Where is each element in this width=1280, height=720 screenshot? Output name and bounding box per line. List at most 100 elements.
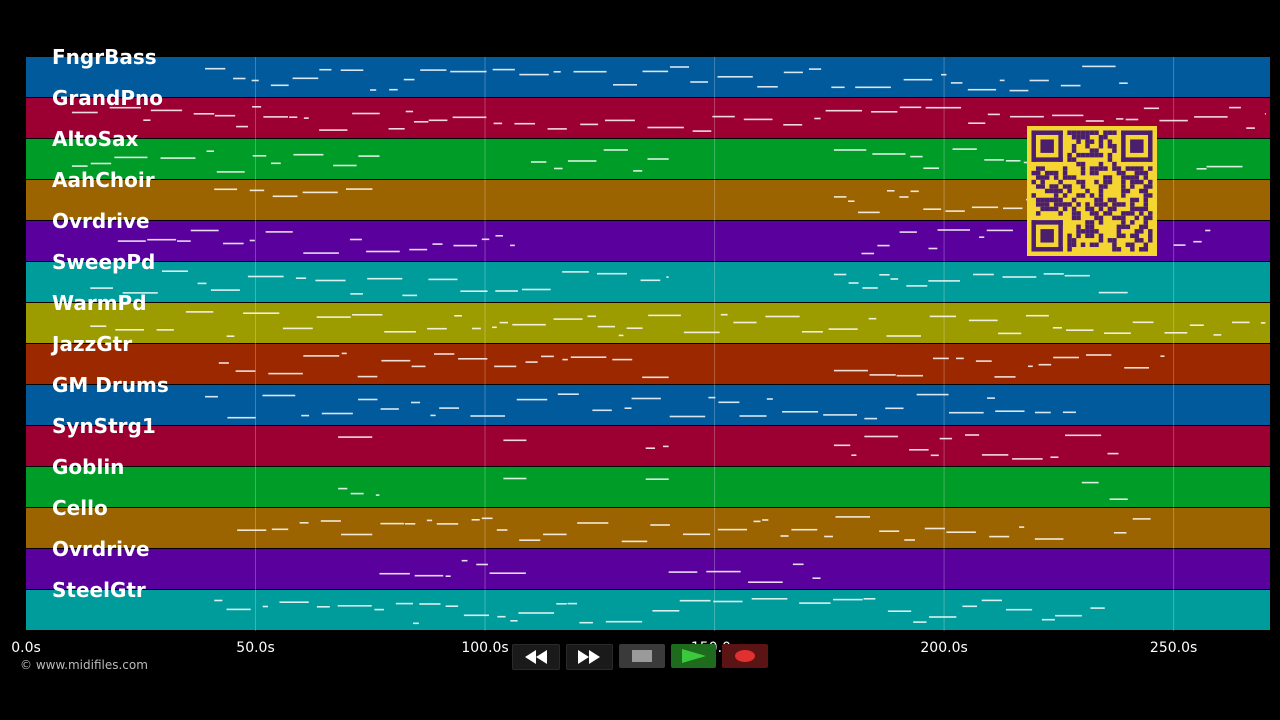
note-mark <box>233 77 246 80</box>
note-mark <box>413 121 429 123</box>
note-mark <box>319 68 332 71</box>
stop-button[interactable] <box>619 644 665 668</box>
note-mark <box>739 415 767 417</box>
note-mark <box>303 117 309 119</box>
note-mark <box>205 395 218 398</box>
note-mark <box>1107 452 1119 455</box>
note-mark <box>570 356 607 358</box>
note-mark <box>223 242 244 245</box>
note-mark <box>648 314 681 317</box>
note-mark <box>205 67 226 70</box>
note-mark <box>858 211 880 214</box>
note-mark <box>1012 458 1043 460</box>
note-mark <box>567 160 597 162</box>
note-mark <box>216 171 245 173</box>
track-label: SynStrg1 <box>52 414 156 438</box>
track-lane <box>26 549 1270 589</box>
note-mark <box>445 605 459 607</box>
note-mark <box>1055 614 1082 617</box>
note-mark <box>516 398 548 401</box>
note-mark <box>605 620 643 623</box>
note-mark <box>612 358 633 361</box>
note-mark <box>929 315 957 318</box>
note-mark <box>1038 363 1052 366</box>
note-mark <box>379 572 410 575</box>
note-mark <box>783 71 803 74</box>
note-mark <box>410 401 421 404</box>
note-mark <box>1053 356 1079 359</box>
note-mark <box>1043 273 1064 275</box>
track-lane <box>26 262 1270 302</box>
note-mark <box>896 374 924 377</box>
note-mark <box>71 165 88 167</box>
note-mark <box>114 156 148 159</box>
note-mark <box>652 610 680 612</box>
play-button[interactable] <box>670 644 717 668</box>
note-mark <box>1132 518 1151 520</box>
note-mark <box>808 68 822 70</box>
note-mark <box>577 522 609 524</box>
note-mark <box>1041 618 1055 621</box>
note-mark <box>320 520 341 522</box>
note-mark <box>299 522 309 524</box>
note-mark <box>782 411 819 413</box>
note-mark <box>1116 118 1124 120</box>
note-mark <box>812 577 821 579</box>
note-mark <box>981 599 1002 602</box>
note-mark <box>886 335 921 337</box>
note-mark <box>906 285 928 287</box>
note-mark <box>338 487 348 490</box>
note-mark <box>833 273 847 276</box>
note-mark <box>395 602 413 605</box>
note-mark <box>160 157 196 159</box>
note-mark <box>1132 321 1154 324</box>
note-mark <box>717 528 748 531</box>
note-mark <box>352 314 383 316</box>
note-mark <box>370 89 377 91</box>
note-mark <box>247 275 284 278</box>
note-mark <box>1213 334 1222 336</box>
note-mark <box>967 88 997 91</box>
rewind-button[interactable] <box>512 644 560 670</box>
note-mark <box>117 240 146 242</box>
note-mark <box>835 516 870 518</box>
note-mark <box>403 78 415 81</box>
note-mark <box>669 66 690 68</box>
track-lane <box>26 385 1270 425</box>
note-mark <box>374 608 384 611</box>
note-mark <box>965 434 980 436</box>
note-mark <box>495 290 518 292</box>
note-mark <box>766 398 773 400</box>
note-mark <box>1086 354 1112 356</box>
note-mark <box>388 128 405 130</box>
note-mark <box>349 238 362 241</box>
note-mark <box>1005 160 1021 162</box>
note-mark <box>814 117 821 120</box>
note-mark <box>227 416 256 419</box>
track-label: Ovrdrive <box>52 209 150 233</box>
note-mark <box>1164 332 1188 334</box>
note-mark <box>733 321 757 324</box>
note-mark <box>877 244 890 247</box>
note-mark <box>999 79 1005 82</box>
note-mark <box>1194 116 1228 118</box>
note-mark <box>1066 329 1094 331</box>
note-mark <box>271 162 281 165</box>
note-mark <box>647 158 669 160</box>
note-mark <box>1246 127 1255 129</box>
note-mark <box>263 116 288 118</box>
note-mark <box>249 189 265 192</box>
note-mark <box>510 620 518 622</box>
note-mark <box>315 279 346 282</box>
note-mark <box>503 439 527 442</box>
note-mark <box>801 331 823 333</box>
note-mark <box>941 73 947 76</box>
note-mark <box>580 123 599 126</box>
fast-forward-button[interactable] <box>565 644 614 670</box>
time-tick-label: 100.0s <box>461 640 509 656</box>
record-button[interactable] <box>722 644 768 668</box>
rewind-icon <box>524 650 547 664</box>
note-mark <box>235 370 256 372</box>
note-mark <box>1173 244 1186 246</box>
note-mark <box>434 353 455 355</box>
